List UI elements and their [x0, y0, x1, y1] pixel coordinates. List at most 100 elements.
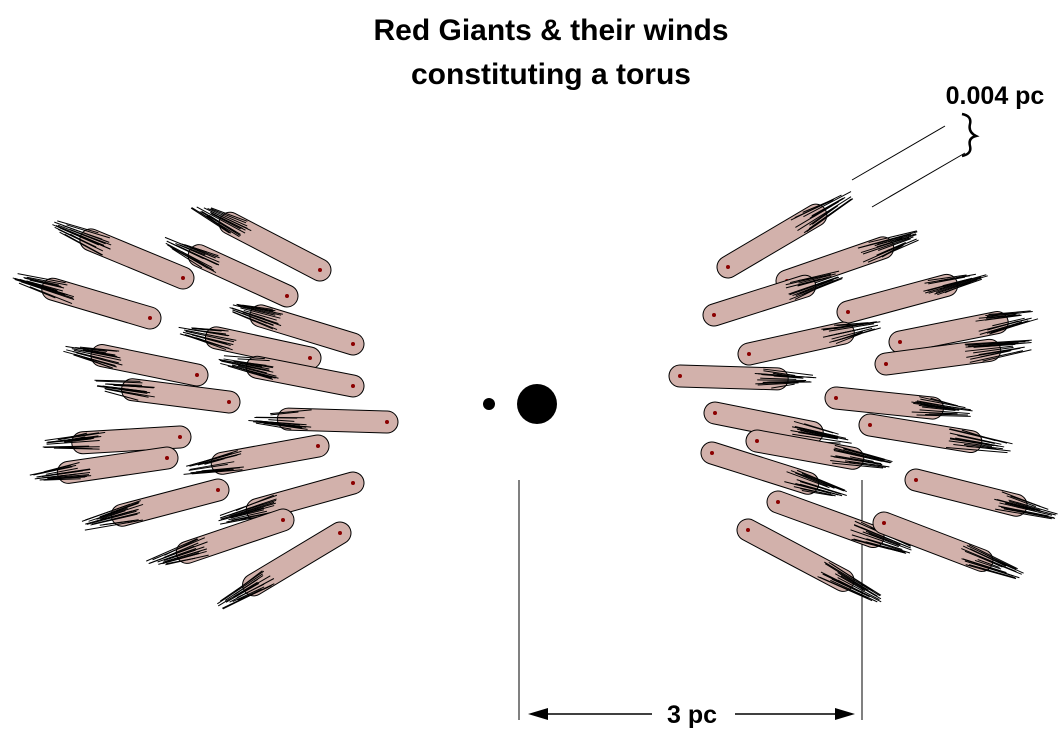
red-giant	[755, 439, 759, 443]
comet-body	[746, 430, 864, 469]
wind-streak	[995, 508, 1052, 520]
wind-streak	[811, 197, 844, 217]
wind-streak	[928, 276, 966, 285]
wind-streak	[163, 549, 196, 562]
comet-body	[42, 278, 161, 329]
wind-streak	[23, 277, 59, 286]
wind-streak	[91, 512, 141, 525]
wind-streak	[175, 242, 220, 263]
wind-streak	[171, 248, 203, 269]
wind-streak	[210, 207, 248, 222]
wind-streak	[964, 339, 1032, 345]
wind-streak	[157, 548, 197, 563]
wind-streak	[102, 385, 147, 393]
wind-streak	[167, 553, 200, 563]
wind-streak	[201, 466, 244, 472]
wind-streak	[831, 563, 874, 592]
wind-streak	[208, 214, 237, 233]
wind-streak	[113, 384, 141, 388]
title-line: constituting a torus	[411, 58, 691, 91]
red-giant	[338, 531, 342, 535]
wind-streak	[188, 463, 228, 471]
wind-streak	[965, 564, 1017, 580]
wind-streak	[227, 365, 274, 380]
wind-streak	[57, 228, 104, 252]
wind-streak	[801, 490, 833, 497]
wind-streak	[962, 545, 1006, 567]
wind-streak	[222, 588, 262, 609]
comet-body	[91, 345, 208, 386]
wind-streak	[96, 503, 144, 520]
wind-streak	[210, 210, 248, 229]
wind-streak	[762, 381, 803, 383]
red-giant	[776, 500, 780, 504]
wind-streak	[236, 303, 284, 315]
wind-streak	[858, 231, 918, 249]
wind-streak	[263, 422, 308, 430]
red-giant	[285, 294, 289, 298]
wind-streak	[806, 200, 850, 233]
comet-body	[246, 472, 364, 521]
wind-streak	[86, 510, 137, 525]
wind-streak	[968, 544, 1018, 570]
wind-streak	[164, 236, 216, 259]
wind-streak	[76, 352, 123, 366]
wind-streak	[784, 481, 832, 494]
width-line	[871, 152, 966, 208]
wind-streak	[43, 478, 81, 481]
red-giant	[351, 481, 355, 485]
black-hole	[517, 384, 557, 424]
wind-streak	[235, 494, 274, 512]
wind-streak	[837, 572, 878, 597]
wind-streak	[928, 413, 968, 416]
wind-streak	[838, 450, 883, 462]
wind-streak	[876, 234, 917, 248]
wind-streak	[851, 534, 911, 554]
wind-streak	[984, 342, 1032, 347]
red-giant	[308, 356, 312, 360]
wind-streak	[963, 439, 998, 447]
wind-streak	[853, 524, 901, 545]
wind-streak	[100, 510, 126, 520]
wind-streak	[26, 280, 63, 292]
wind-streak	[180, 333, 230, 349]
comet-body	[111, 479, 229, 526]
wind-streak	[918, 404, 960, 411]
wind-streak	[974, 559, 1002, 570]
small-body	[483, 398, 495, 410]
wind-streak	[210, 212, 246, 231]
wind-streak	[911, 411, 958, 415]
wind-streak	[833, 448, 892, 463]
wind-streak	[833, 321, 881, 330]
wind-streak	[800, 430, 833, 438]
wind-streak	[828, 323, 875, 332]
wind-streak	[95, 380, 143, 384]
wind-streak	[973, 346, 1014, 354]
wind-streak	[832, 462, 884, 469]
wind-streak	[830, 579, 878, 603]
wind-streak	[913, 402, 973, 412]
wind-streak	[801, 472, 847, 493]
wind-streak	[47, 474, 90, 479]
wind-streak	[866, 538, 903, 550]
wind-streak	[84, 519, 143, 531]
wind-streak	[919, 409, 970, 415]
wind-streak	[916, 414, 971, 417]
wind-streak	[148, 545, 195, 565]
wind-streak	[843, 448, 885, 461]
red-giant	[316, 444, 320, 448]
wind-streak	[231, 307, 266, 320]
wind-streak	[965, 345, 1014, 352]
comet-body	[767, 491, 884, 548]
wind-streak	[26, 276, 68, 286]
wind-streak	[989, 312, 1021, 315]
wind-streak	[101, 508, 139, 521]
wind-streak	[224, 578, 258, 601]
wind-streak	[231, 364, 277, 377]
wind-streak	[82, 349, 116, 356]
wind-streak	[799, 483, 843, 497]
comet-body	[875, 339, 1001, 375]
wind-streak	[939, 276, 982, 290]
wind-streak	[773, 375, 804, 379]
wind-streak	[19, 278, 58, 292]
